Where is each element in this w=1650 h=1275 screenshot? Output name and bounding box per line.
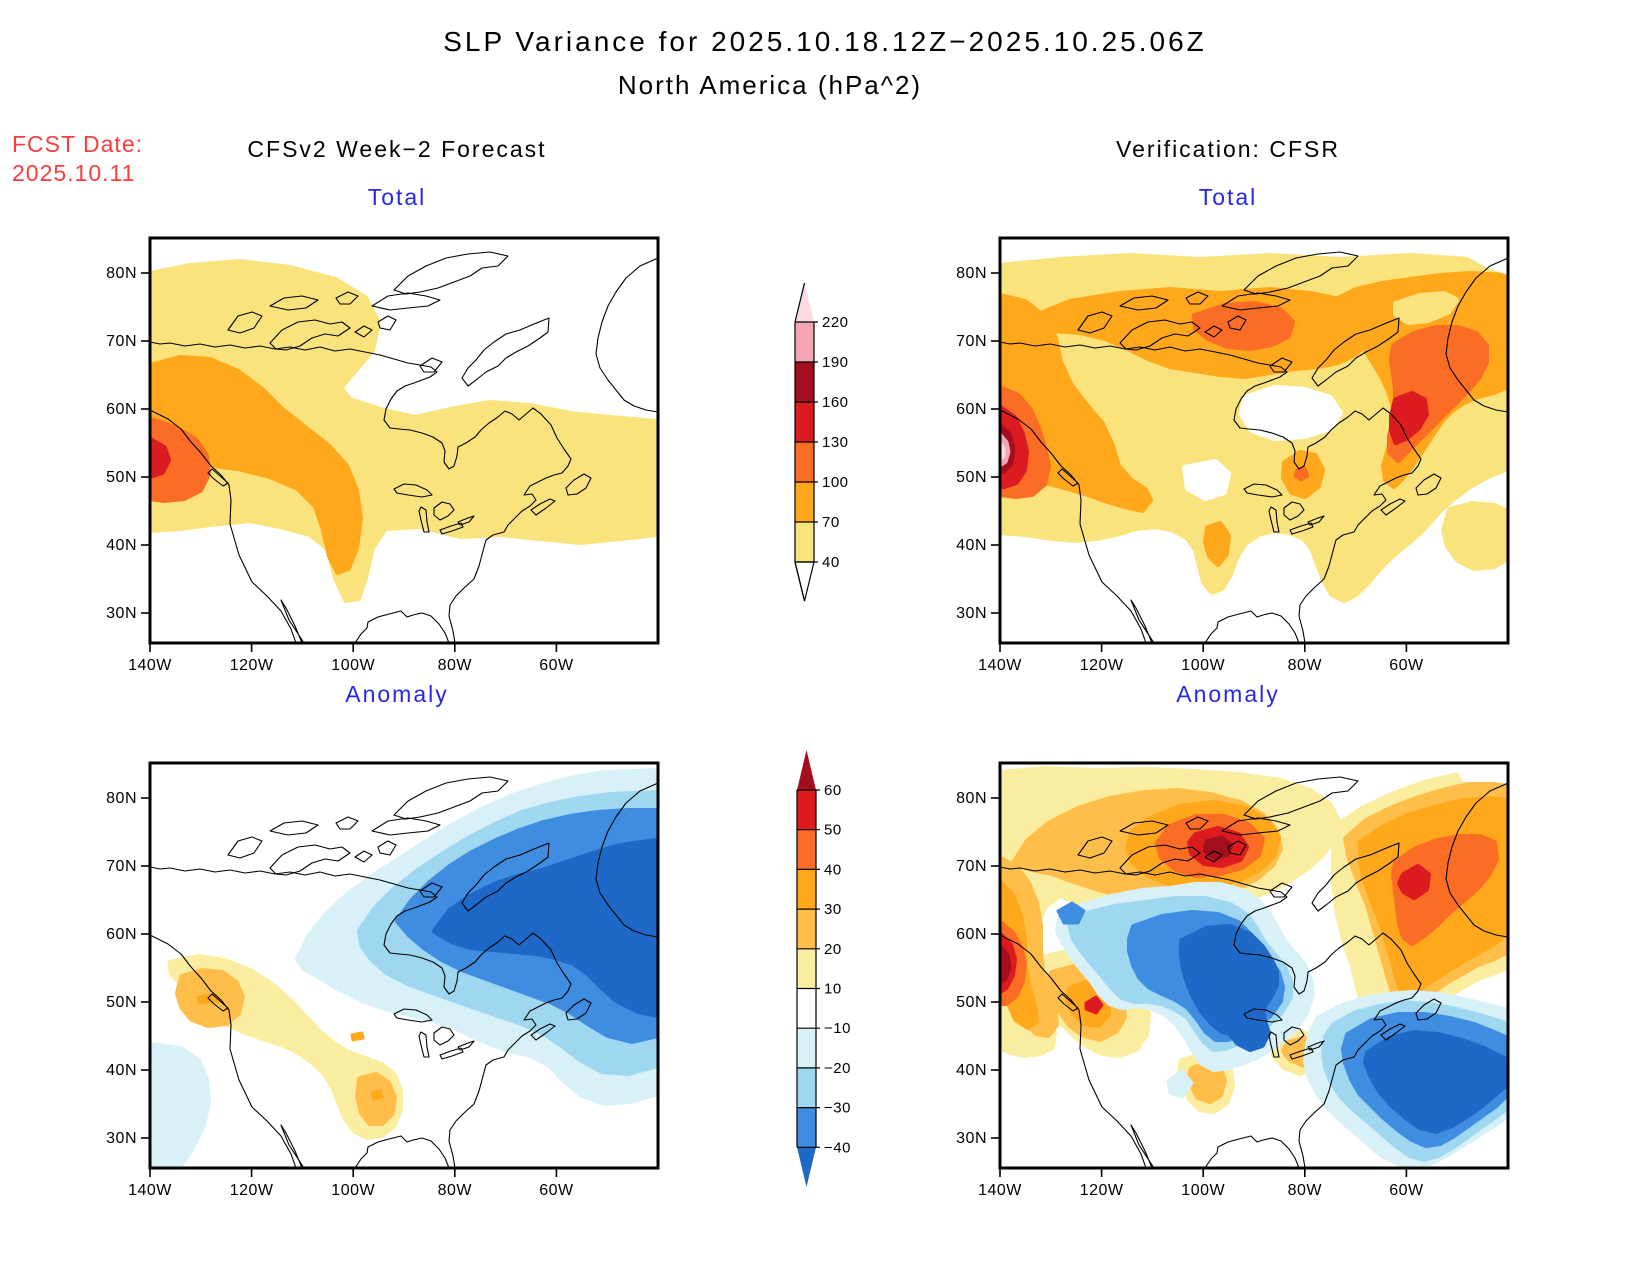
colorbar-total-segment	[795, 442, 814, 482]
colorbar-anomaly-segment	[797, 1107, 816, 1148]
colorbar-anomaly-segment	[797, 988, 816, 1029]
colorbar-total-segment	[795, 402, 814, 442]
colorbar-total-label: 160	[822, 394, 849, 411]
lon-tick-label: 120W	[230, 657, 274, 674]
colorbar-total-segment	[795, 522, 814, 562]
lon-tick-label: 120W	[230, 1182, 274, 1199]
lat-tick-label: 60N	[106, 926, 137, 943]
lat-tick-label: 50N	[956, 994, 987, 1011]
colorbar-anomaly-segment	[797, 829, 816, 870]
colorbar-total-label: 70	[822, 514, 840, 531]
lat-tick-label: 70N	[106, 858, 137, 875]
colorbar-total-label: 130	[822, 434, 849, 451]
lon-tick-label: 60W	[539, 1182, 574, 1199]
colorbar-total-segment	[795, 362, 814, 402]
panel-forecast-total-map: 80N 70N 60N 50N 40N 30N 140W 120W 100W 8…	[106, 236, 660, 674]
colorbar-anomaly-segment	[797, 948, 816, 989]
lon-tick-label: 100W	[331, 657, 375, 674]
panel-forecast-anomaly-map: 80N 70N 60N 50N 40N 30N 140W 120W 100W 8…	[106, 761, 660, 1199]
colorbar-total-arrow-bottom	[794, 561, 815, 602]
lon-tick-label: 80W	[1288, 1182, 1323, 1199]
lon-tick-label: 100W	[331, 1182, 375, 1199]
colorbar-total-label: 190	[822, 354, 849, 371]
colorbar-anomaly-segment	[797, 790, 816, 830]
panel-title-forecast-total: Total	[367, 184, 427, 210]
lon-tick-label: 80W	[1288, 657, 1323, 674]
forecast-date-block: FCST Date: 2025.10.11	[12, 130, 143, 188]
lat-tick-label: 30N	[106, 605, 137, 622]
colorbar-anomaly: 60 50 40 30 20 10 −10 −20 −30 −40	[796, 750, 851, 1187]
colorbar-anomaly-segment	[797, 869, 816, 910]
colorbar-anomaly-segment	[797, 1067, 816, 1108]
lon-tick-label: 80W	[438, 657, 473, 674]
colorbar-anomaly-label: −30	[824, 1100, 851, 1117]
panel-title-verification-anomaly: Anomaly	[1176, 681, 1280, 707]
colorbar-anomaly-arrow-top	[797, 750, 816, 790]
lat-tick-label: 80N	[106, 265, 137, 282]
colorbar-anomaly-label: 10	[824, 981, 842, 998]
colorbar-anomaly-label: 30	[824, 901, 842, 918]
colorbar-anomaly-label: 60	[824, 782, 842, 799]
lat-tick-label: 30N	[956, 1130, 987, 1147]
lon-tick-label: 140W	[978, 1182, 1022, 1199]
lat-tick-label: 50N	[956, 469, 987, 486]
panel-verification-total-map: 80N 70N 60N 50N 40N 30N 140W 120W 100W 8…	[956, 236, 1510, 674]
forecast-date-label: FCST Date:	[12, 131, 143, 157]
lat-tick-label: 40N	[956, 537, 987, 554]
lon-tick-label: 100W	[1181, 657, 1225, 674]
lat-tick-label: 50N	[106, 469, 137, 486]
lon-tick-label: 140W	[128, 1182, 172, 1199]
colorbar-anomaly-label: −20	[824, 1060, 851, 1077]
column-header-forecast: CFSv2 Week−2 Forecast	[247, 136, 547, 162]
colorbar-anomaly-label: −10	[824, 1020, 851, 1037]
colorbar-anomaly-label: 20	[824, 941, 842, 958]
lat-tick-label: 30N	[956, 605, 987, 622]
lat-tick-label: 60N	[106, 401, 137, 418]
figure-title: SLP Variance for 2025.10.18.12Z−2025.10.…	[443, 26, 1207, 57]
colorbar-total: 220 190 160 130 100 70 40	[794, 282, 849, 602]
forecast-date-value: 2025.10.11	[12, 160, 136, 186]
colorbar-total-arrow-top	[795, 283, 814, 322]
lon-tick-label: 60W	[1389, 657, 1424, 674]
lon-tick-label: 140W	[128, 657, 172, 674]
lat-tick-label: 40N	[106, 537, 137, 554]
colorbar-total-segment	[795, 322, 814, 362]
panel-verification-anomaly-map: 80N 70N 60N 50N 40N 30N 140W 120W 100W 8…	[956, 761, 1510, 1199]
lat-tick-label: 50N	[106, 994, 137, 1011]
lat-tick-label: 60N	[956, 926, 987, 943]
lat-tick-label: 70N	[106, 333, 137, 350]
colorbar-anomaly-label: 40	[824, 861, 842, 878]
panel-title-forecast-anomaly: Anomaly	[345, 681, 449, 707]
colorbar-total-label: 100	[822, 474, 849, 491]
lat-tick-label: 70N	[956, 858, 987, 875]
colorbar-anomaly-segment	[797, 909, 816, 949]
lat-tick-label: 80N	[956, 790, 987, 807]
colorbar-anomaly-arrow-bottom	[797, 1147, 816, 1187]
panel-title-verification-total: Total	[1198, 184, 1258, 210]
column-header-verification: Verification: CFSR	[1116, 136, 1340, 162]
lat-tick-label: 80N	[106, 790, 137, 807]
lon-tick-label: 120W	[1080, 1182, 1124, 1199]
lat-tick-label: 30N	[106, 1130, 137, 1147]
lat-tick-label: 60N	[956, 401, 987, 418]
figure-subtitle: North America (hPa^2)	[617, 70, 923, 100]
lon-tick-label: 100W	[1181, 1182, 1225, 1199]
lon-tick-label: 60W	[539, 657, 574, 674]
lon-tick-label: 60W	[1389, 1182, 1424, 1199]
lon-tick-label: 140W	[978, 657, 1022, 674]
lon-tick-label: 80W	[438, 1182, 473, 1199]
colorbar-anomaly-label: 50	[824, 822, 842, 839]
lat-tick-label: 80N	[956, 265, 987, 282]
lat-tick-label: 40N	[956, 1062, 987, 1079]
colorbar-total-segment	[795, 482, 814, 522]
lon-tick-label: 120W	[1080, 657, 1124, 674]
colorbar-anomaly-segment	[797, 1028, 816, 1068]
colorbar-total-label: 220	[822, 314, 849, 331]
colorbar-total-label: 40	[822, 554, 840, 571]
lat-tick-label: 70N	[956, 333, 987, 350]
lat-tick-label: 40N	[106, 1062, 137, 1079]
colorbar-anomaly-label: −40	[824, 1139, 851, 1156]
